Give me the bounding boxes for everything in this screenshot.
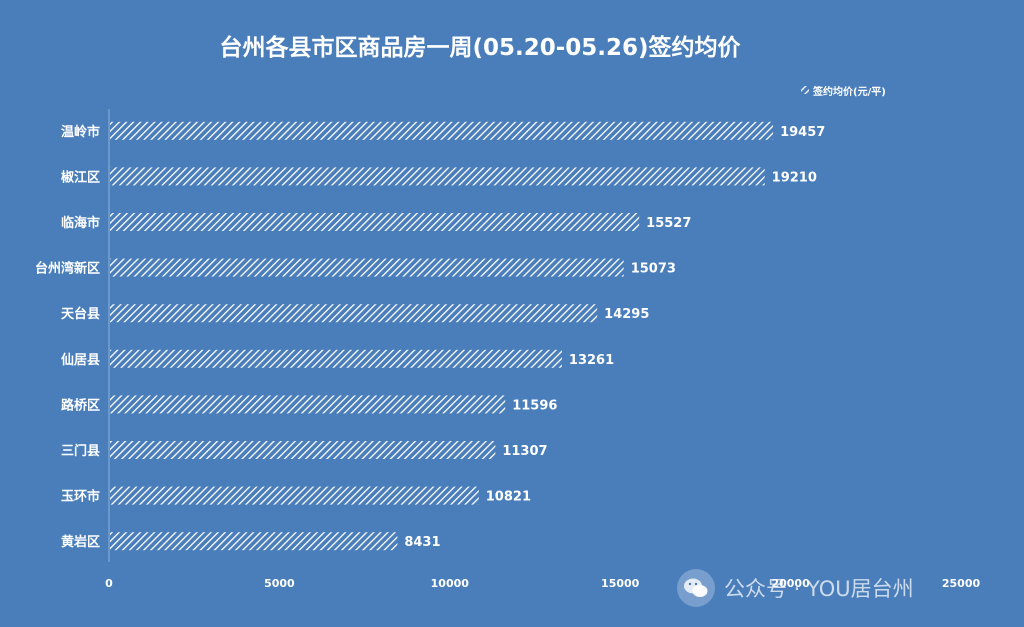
wechat-icon — [677, 569, 715, 607]
category-label: 临海市 — [61, 215, 100, 231]
data-label: 15527 — [646, 216, 691, 231]
data-label: 11596 — [512, 398, 557, 413]
data-label: 15073 — [631, 262, 676, 277]
watermark: 公众号 · YOU居台州 — [676, 568, 914, 608]
category-label: 天台县 — [61, 306, 100, 322]
x-axis-tick-labels: 0 5000 10000 15000 20000 25000 — [105, 577, 980, 590]
data-label: 19457 — [780, 125, 825, 140]
bar — [110, 304, 598, 323]
legend: 签约均价(元/平) — [801, 85, 886, 98]
category-label: 椒江区 — [61, 169, 100, 185]
category-label: 黄岩区 — [61, 534, 100, 550]
data-label: 13261 — [569, 353, 614, 368]
bars — [110, 121, 774, 551]
chart-title: 台州各县市区商品房一周(05.20-05.26)签约均价 — [219, 34, 741, 61]
category-label: 三门县 — [61, 443, 100, 459]
bar — [110, 121, 774, 140]
bar — [110, 213, 640, 231]
bar — [110, 532, 398, 551]
data-label: 11307 — [502, 444, 547, 459]
watermark-text: 公众号 · YOU居台州 — [724, 577, 914, 601]
value-labels: 19457 19210 15527 15073 14295 13261 11596 11307… — [404, 125, 825, 550]
category-label: 玉环市 — [61, 489, 100, 505]
bar — [110, 395, 506, 414]
bar — [110, 441, 496, 459]
category-label: 温岭市 — [61, 124, 100, 140]
data-label: 19210 — [772, 170, 817, 185]
category-label: 仙居县 — [61, 352, 100, 368]
category-label: 台州湾新区 — [35, 261, 100, 277]
data-label: 14295 — [604, 307, 649, 322]
bar — [110, 486, 479, 505]
x-tick-label: 20000 — [771, 577, 810, 590]
legend-label: 签约均价(元/平) — [812, 85, 886, 98]
data-label: 10821 — [486, 490, 531, 505]
x-tick-label: 5000 — [264, 577, 295, 590]
x-tick-label: 0 — [105, 577, 113, 590]
bar — [110, 258, 624, 277]
x-tick-label: 10000 — [431, 577, 470, 590]
legend-swatch — [801, 86, 809, 94]
bar — [110, 349, 562, 368]
x-tick-label: 15000 — [601, 577, 640, 590]
data-label: 8431 — [404, 535, 440, 550]
category-label: 路桥区 — [61, 397, 100, 413]
bar — [110, 167, 765, 186]
x-tick-label: 25000 — [942, 577, 981, 590]
